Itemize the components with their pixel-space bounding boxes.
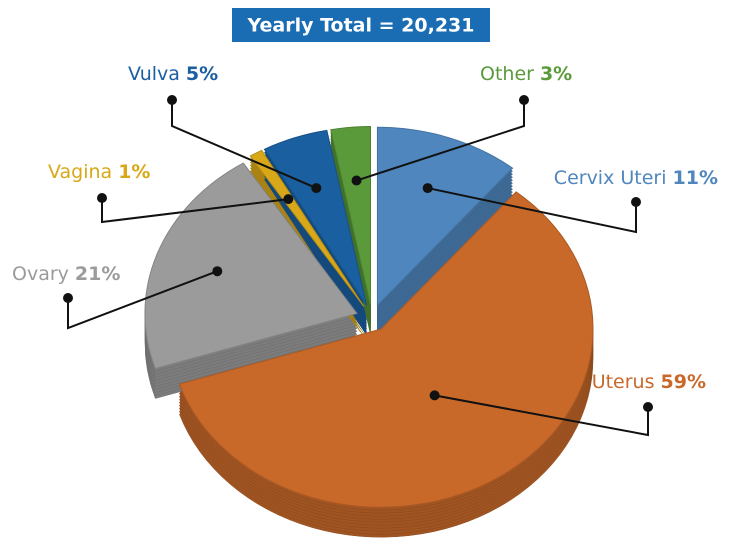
leader-line — [67, 270, 218, 330]
slice-label: Uterus 59% — [592, 371, 706, 393]
slice-label: Ovary 21% — [12, 263, 120, 285]
leader-dot — [167, 95, 177, 105]
leader-dot — [422, 183, 433, 194]
leader-dot — [631, 197, 641, 207]
leader-dot — [212, 266, 223, 277]
category-name: Uterus — [592, 371, 655, 393]
category-name: Vulva — [128, 63, 180, 85]
category-name: Ovary — [12, 263, 69, 285]
value-label: 5% — [186, 63, 218, 85]
leader-dot — [283, 194, 294, 205]
slice — [144, 162, 358, 370]
leader-line — [101, 198, 289, 224]
leader-dot — [97, 193, 107, 203]
slice — [376, 126, 514, 307]
labels: Cervix Uteri 11% Uterus 59% Ovary 21% Vagina 1%… — [12, 63, 718, 437]
value-label: 1% — [118, 161, 150, 183]
leader-dot — [63, 293, 73, 303]
slice — [263, 129, 368, 306]
leader-dot — [519, 95, 529, 105]
category-name: Other — [480, 63, 534, 85]
leader-dot — [351, 175, 362, 186]
leader-dot — [429, 390, 440, 401]
leader-dot — [311, 183, 322, 194]
value-label: 11% — [673, 167, 718, 189]
category-name: Cervix Uteri — [554, 167, 667, 189]
slice-label: Vulva 5% — [128, 63, 218, 85]
value-label: 3% — [540, 63, 572, 85]
leader-line — [434, 394, 649, 437]
leader-dot — [643, 402, 653, 412]
slice — [330, 126, 371, 305]
slice-label: Other 3% — [480, 63, 572, 85]
leader-line — [356, 100, 525, 182]
leader-line — [171, 100, 317, 189]
category-name: Vagina — [48, 161, 112, 183]
leader-line — [427, 187, 637, 234]
value-label: 21% — [75, 263, 120, 285]
slice-label: Vagina 1% — [48, 161, 150, 183]
slice-label: Cervix Uteri 11% — [554, 167, 718, 189]
slice — [249, 149, 365, 307]
chart-title: Yearly Total = 20,231 — [247, 15, 475, 37]
pie-tops — [144, 126, 594, 508]
value-label: 59% — [661, 371, 706, 393]
slice — [178, 191, 594, 508]
title-box — [232, 8, 490, 42]
